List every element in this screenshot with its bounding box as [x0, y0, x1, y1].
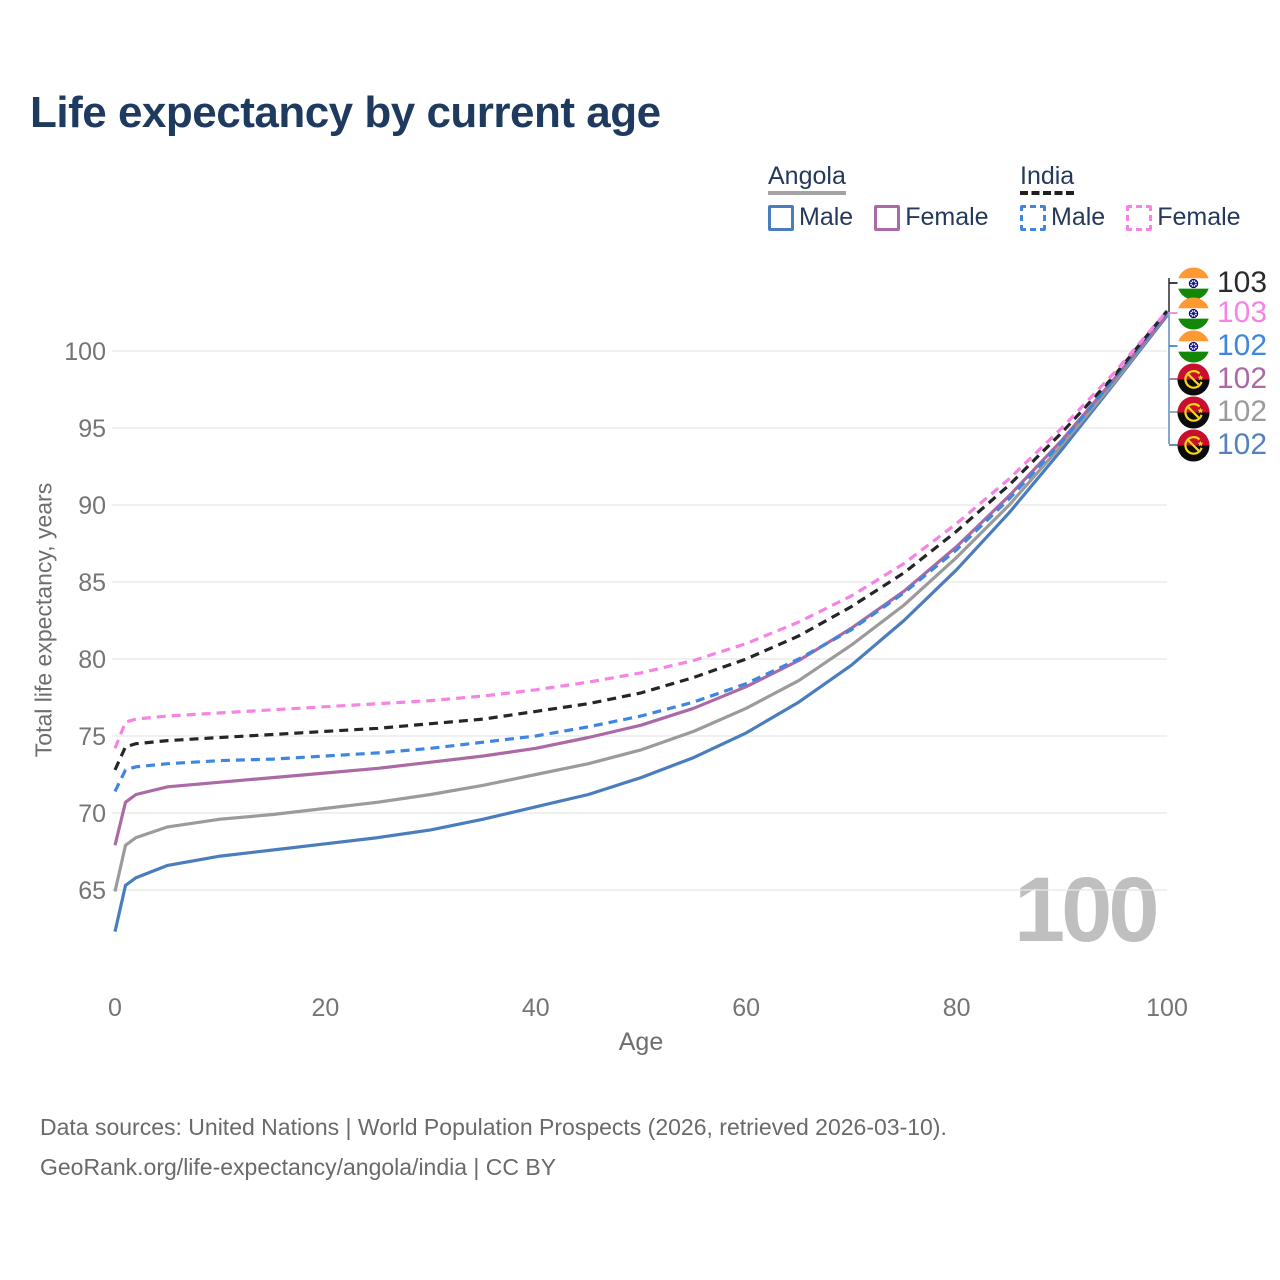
x-tick-label: 40 [522, 994, 550, 1022]
legend-header-angola[interactable]: Angola [768, 163, 846, 195]
india-flag-icon [1177, 329, 1210, 363]
angola-flag-icon [1177, 428, 1210, 462]
end-value: 102 [1217, 362, 1268, 395]
series-line-india-female [113, 309, 1169, 749]
x-tick-label: 0 [108, 994, 122, 1022]
x-tick-label: 80 [943, 994, 971, 1022]
y-tick-label: 95 [78, 415, 106, 443]
page-title: Life expectancy by current age [30, 88, 661, 137]
angola-flag-icon [1177, 395, 1210, 429]
x-tick-label: 100 [1146, 994, 1188, 1022]
legend-group-angola: Angola Male Female [768, 163, 989, 232]
series-line-angola-male [113, 314, 1169, 932]
angola-female-swatch-icon [874, 204, 901, 231]
legend-items-angola: Male Female [768, 203, 989, 232]
series-line-india-both-sexes [113, 309, 1169, 771]
footer-sources: Data sources: United Nations | World Pop… [40, 1114, 947, 1140]
legend-label: Female [905, 203, 989, 231]
y-tick-label: 100 [64, 338, 106, 366]
end-label-row: 102 [1177, 362, 1267, 396]
legend-item-angola-male[interactable]: Male [768, 203, 853, 232]
y-tick-label: 65 [78, 877, 106, 905]
end-label-row: 102 [1177, 395, 1267, 429]
legend-label: Male [1051, 203, 1106, 231]
legend-group-india: India Male Female [1020, 163, 1241, 232]
end-label-row: 102 [1177, 428, 1267, 462]
legend-item-angola-female[interactable]: Female [874, 203, 989, 232]
y-tick-label: 75 [78, 723, 106, 751]
y-tick-label: 85 [78, 569, 106, 597]
x-tick-label: 20 [311, 994, 339, 1022]
series-line-angola-both-sexes [113, 313, 1169, 892]
end-label-row: 102 [1177, 329, 1267, 363]
end-label-row: 103 [1177, 266, 1267, 300]
series-line-angola-female [113, 312, 1169, 846]
legend-label: Male [799, 203, 854, 231]
legend-items-india: Male Female [1020, 203, 1241, 232]
end-value: 103 [1217, 296, 1268, 329]
age-counter-watermark: 100 [1014, 859, 1159, 961]
footer-link: GeoRank.org/life-expectancy/angola/india… [40, 1154, 557, 1180]
legend-item-india-male[interactable]: Male [1020, 203, 1105, 232]
end-value: 102 [1217, 329, 1268, 362]
end-value: 103 [1217, 266, 1268, 299]
india-male-swatch-icon [1020, 204, 1046, 231]
footer: Data sources: United Nations | World Pop… [40, 1107, 947, 1187]
india-flag-icon [1177, 266, 1210, 300]
angola-male-swatch-icon [768, 204, 794, 231]
india-flag-icon [1177, 296, 1210, 330]
angola-flag-icon [1177, 362, 1210, 396]
end-label-row: 103 [1177, 296, 1267, 330]
y-tick-label: 90 [78, 492, 106, 520]
y-tick-label: 80 [78, 646, 106, 674]
y-tick-label: 70 [78, 800, 106, 828]
legend-label: Female [1157, 203, 1241, 231]
india-female-swatch-icon [1126, 204, 1153, 231]
x-tick-label: 60 [732, 994, 760, 1022]
series-line-india-male [113, 311, 1169, 793]
end-value: 102 [1217, 428, 1268, 461]
legend-item-india-female[interactable]: Female [1126, 203, 1241, 232]
end-value: 102 [1217, 395, 1268, 428]
legend-header-india[interactable]: India [1020, 163, 1075, 195]
x-axis-title: Age [618, 1028, 664, 1056]
